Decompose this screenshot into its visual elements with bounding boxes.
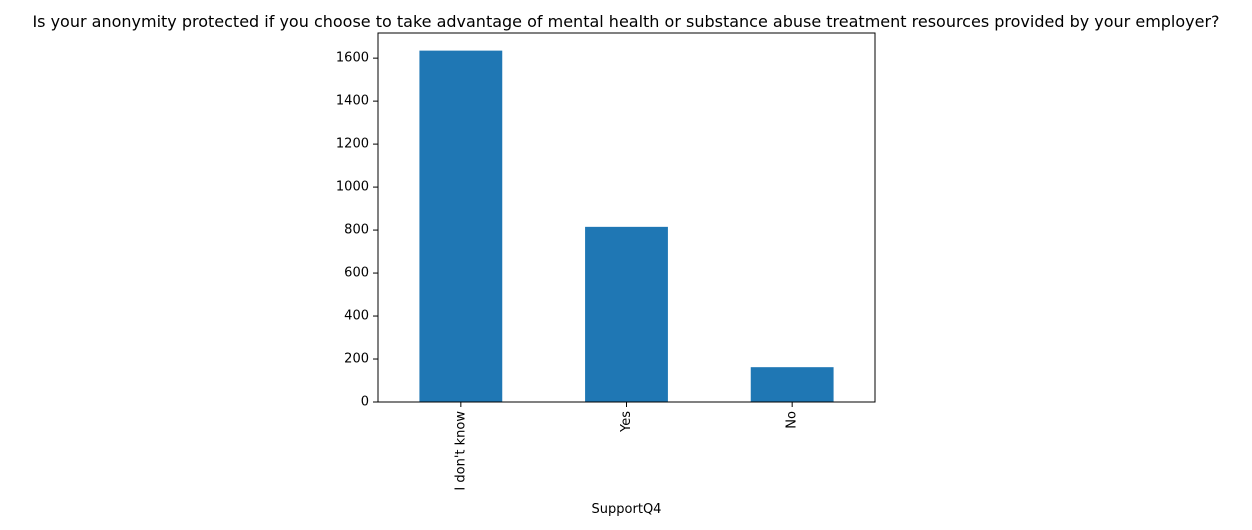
y-tick-label: 1000 bbox=[336, 180, 369, 195]
bar bbox=[419, 50, 503, 403]
bar bbox=[585, 226, 668, 402]
y-tick-label: 600 bbox=[344, 266, 369, 281]
y-tick-label: 200 bbox=[344, 352, 369, 367]
x-tick-label: No bbox=[785, 411, 800, 429]
plot-frame bbox=[377, 32, 876, 403]
x-axis: I don't know Yes No bbox=[453, 402, 800, 491]
x-tick-label: I don't know bbox=[453, 411, 468, 491]
y-tick-label: 1600 bbox=[336, 51, 369, 66]
y-tick-label: 1200 bbox=[336, 137, 369, 152]
y-axis: 0 200 400 600 800 1000 1200 1400 1600 bbox=[336, 51, 378, 410]
x-axis-label: SupportQ4 bbox=[592, 502, 662, 517]
bars-layer bbox=[419, 50, 834, 403]
bar bbox=[750, 367, 834, 402]
y-tick-label: 0 bbox=[361, 395, 369, 410]
y-tick-label: 1400 bbox=[336, 94, 369, 109]
y-tick-label: 800 bbox=[344, 223, 369, 238]
chart-title: Is your anonymity protected if you choos… bbox=[32, 12, 1219, 31]
x-tick-label: Yes bbox=[619, 411, 634, 433]
y-tick-label: 400 bbox=[344, 309, 369, 324]
